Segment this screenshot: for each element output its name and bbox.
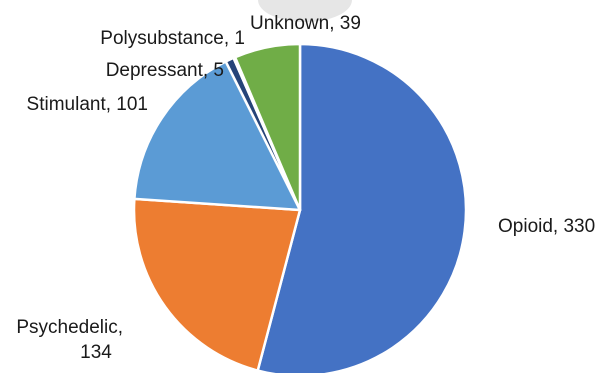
pie-slice-stimulant: [133, 60, 302, 212]
pie-slice-opioid: [256, 42, 468, 373]
data-label-unknown: Unknown, 39: [250, 13, 361, 34]
data-label-stimulant: Stimulant, 101: [27, 94, 148, 115]
data-label-polysubstance: Polysubstance, 1: [100, 28, 245, 49]
background-shape: [258, 0, 352, 22]
pie-slice-psychedelic: [132, 197, 302, 372]
pie-labels: Opioid, 330 Psychedelic, 134 Stimulant, 101…: [16, 13, 595, 363]
pie-slice-unknown: [233, 42, 302, 212]
data-label-psychedelic-name: Psychedelic,: [16, 317, 123, 338]
pie-slices: [132, 42, 468, 373]
data-label-depressant: Depressant, 5: [106, 60, 224, 81]
data-label-psychedelic-value: 134: [80, 342, 112, 363]
data-label-opioid: Opioid, 330: [498, 216, 595, 237]
